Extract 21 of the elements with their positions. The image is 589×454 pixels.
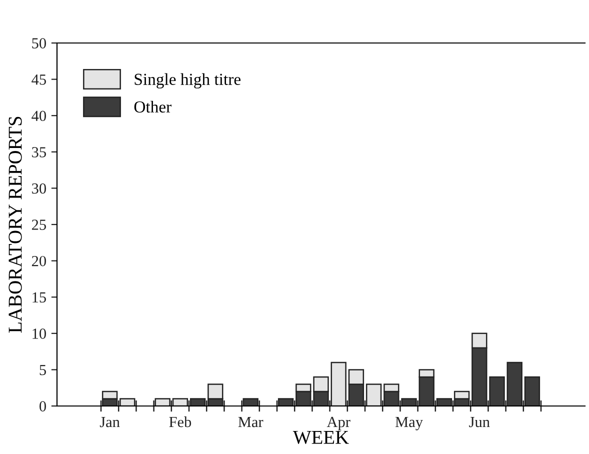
y-tick-label: 40 — [32, 110, 46, 122]
x-tick-label: Feb — [169, 416, 192, 428]
y-tick-label: 35 — [32, 147, 46, 158]
y-tick-label: 15 — [32, 292, 46, 303]
legend-label: Other — [134, 100, 172, 113]
x-tick-label: Jan — [100, 417, 120, 428]
legend-label: Single high titre — [134, 73, 240, 88]
y-tick-label: 50 — [32, 38, 46, 48]
x-axis-title: WEEK — [292, 431, 349, 444]
x-tick-label: Apr — [326, 416, 350, 430]
y-tick-label: 0 — [40, 401, 46, 412]
y-tick-label: 25 — [32, 220, 46, 230]
y-tick-label: 10 — [32, 328, 46, 339]
y-axis-title: LABORATORY REPORTS — [8, 116, 22, 333]
x-tick-label: May — [395, 416, 423, 430]
x-tick-label: Jun — [469, 417, 490, 428]
x-tick-label: Mar — [238, 417, 264, 428]
y-tick-label: 20 — [32, 256, 46, 266]
y-tick-label: 5 — [40, 364, 46, 376]
y-tick-label: 45 — [32, 74, 46, 85]
y-tick-label: 30 — [32, 183, 46, 194]
